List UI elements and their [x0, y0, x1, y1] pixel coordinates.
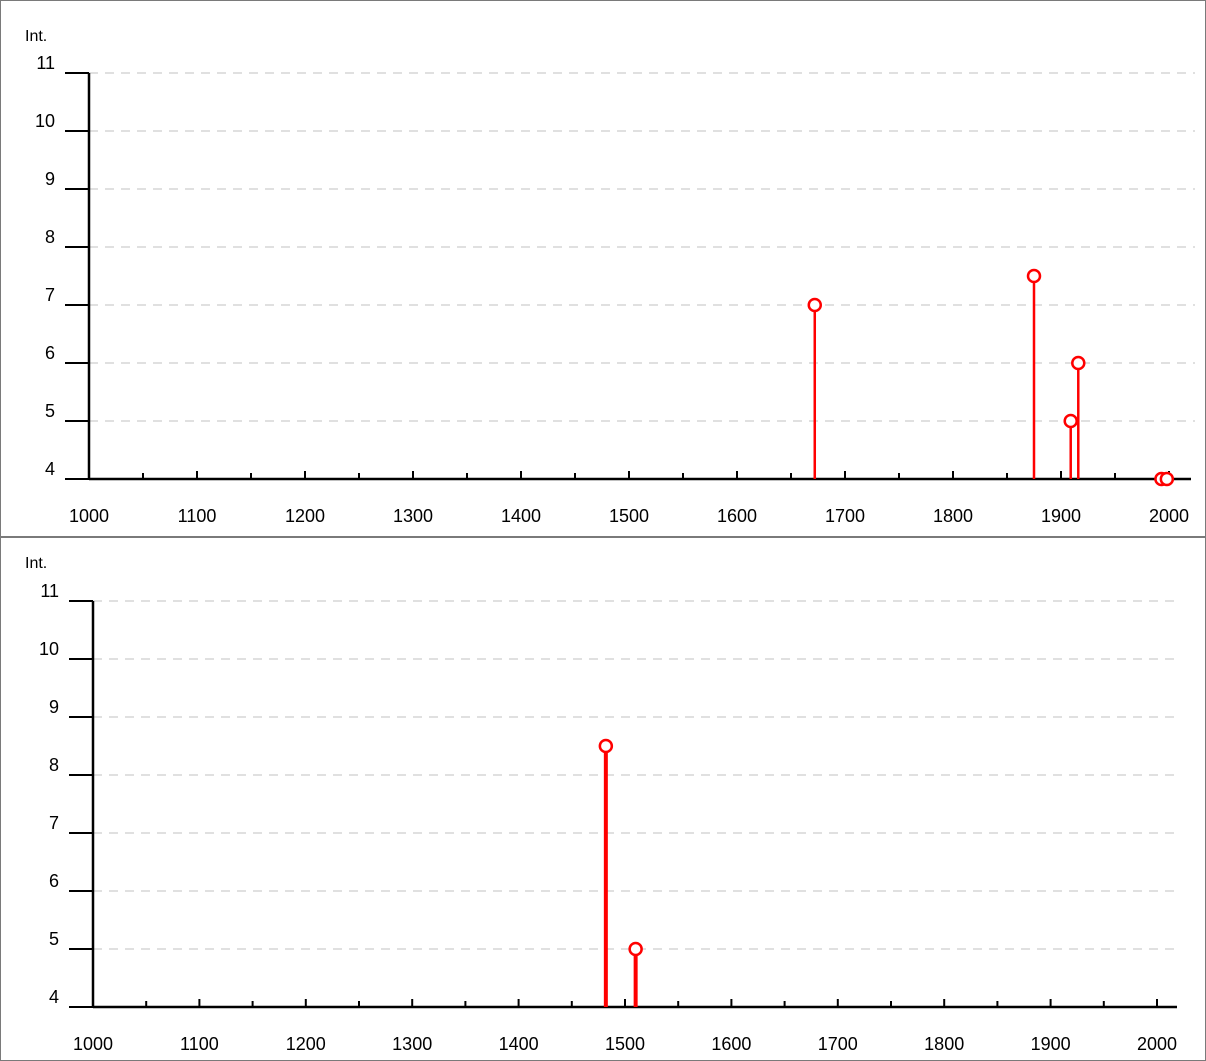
x-tick-label: 1900	[1041, 506, 1081, 526]
stem-marker	[598, 738, 614, 754]
x-tick-label: 1000	[73, 1034, 113, 1054]
y-axis-title: Int.	[25, 28, 47, 45]
stem-marker	[1063, 413, 1078, 429]
x-tick-label: 1500	[605, 1034, 645, 1054]
y-axis-title: Int.	[25, 555, 47, 572]
y-tick-label: 8	[49, 755, 59, 775]
x-tick-label: 1500	[609, 506, 649, 526]
stem-marker	[807, 297, 823, 313]
x-tick-label: 1000	[69, 506, 109, 526]
spectrum-panel-bottom: 4 5 6 7 8 9 10 11 1000 1100 1200 1300 1400 1500 1600 17…	[0, 537, 1206, 1061]
x-tick-label: 1900	[1031, 1034, 1071, 1054]
y-tick-label: 5	[49, 929, 59, 949]
x-tick-label: 1100	[178, 506, 217, 526]
x-tick-label: 1200	[285, 506, 325, 526]
x-tick-label: 1400	[499, 1034, 539, 1054]
stem-marker	[1159, 471, 1175, 487]
y-tick-label: 7	[45, 285, 55, 305]
y-tick-label: 4	[49, 987, 59, 1007]
y-tick-label: 6	[45, 343, 55, 363]
x-tick-label: 1800	[924, 1034, 964, 1054]
x-tick-label: 1300	[393, 506, 433, 526]
stem-chart-bottom: 4 5 6 7 8 9 10 11 1000 1100 1200 1300 1400 1500 1600 17…	[25, 555, 1181, 1054]
y-tick-label: 9	[49, 697, 59, 717]
x-tick-label: 1600	[711, 1034, 751, 1054]
y-tick-label: 10	[35, 111, 55, 131]
stem-marker	[1071, 355, 1086, 371]
y-tick-label: 7	[49, 813, 59, 833]
x-tick-label: 2000	[1137, 1034, 1177, 1054]
y-tick-label: 8	[45, 227, 55, 247]
x-tick-label: 1200	[286, 1034, 326, 1054]
stem-marker	[628, 941, 643, 957]
x-tick-label: 2000	[1149, 506, 1189, 526]
x-tick-label: 1600	[717, 506, 757, 526]
x-tick-label: 1700	[818, 1034, 858, 1054]
x-tick-label: 1300	[392, 1034, 432, 1054]
y-tick-label: 5	[45, 401, 55, 421]
y-tick-label: 11	[40, 581, 59, 601]
y-tick-label: 6	[49, 871, 59, 891]
y-tick-label: 11	[36, 53, 55, 73]
y-tick-label: 10	[39, 639, 59, 659]
x-tick-label: 1100	[180, 1034, 219, 1054]
y-tick-label: 9	[45, 169, 55, 189]
y-tick-label: 4	[45, 459, 55, 479]
spectrum-panel-top: 4 5 6 7 8 9 10 11 1000 1100 1200 1300 1400 1500 1600 17…	[0, 0, 1206, 537]
x-tick-label: 1700	[825, 506, 865, 526]
x-tick-label: 1400	[501, 506, 541, 526]
x-tick-label: 1800	[933, 506, 973, 526]
stem-marker	[1026, 268, 1042, 284]
stem-chart-top: 4 5 6 7 8 9 10 11 1000 1100 1200 1300 1400 1500 1600 17…	[25, 28, 1195, 526]
